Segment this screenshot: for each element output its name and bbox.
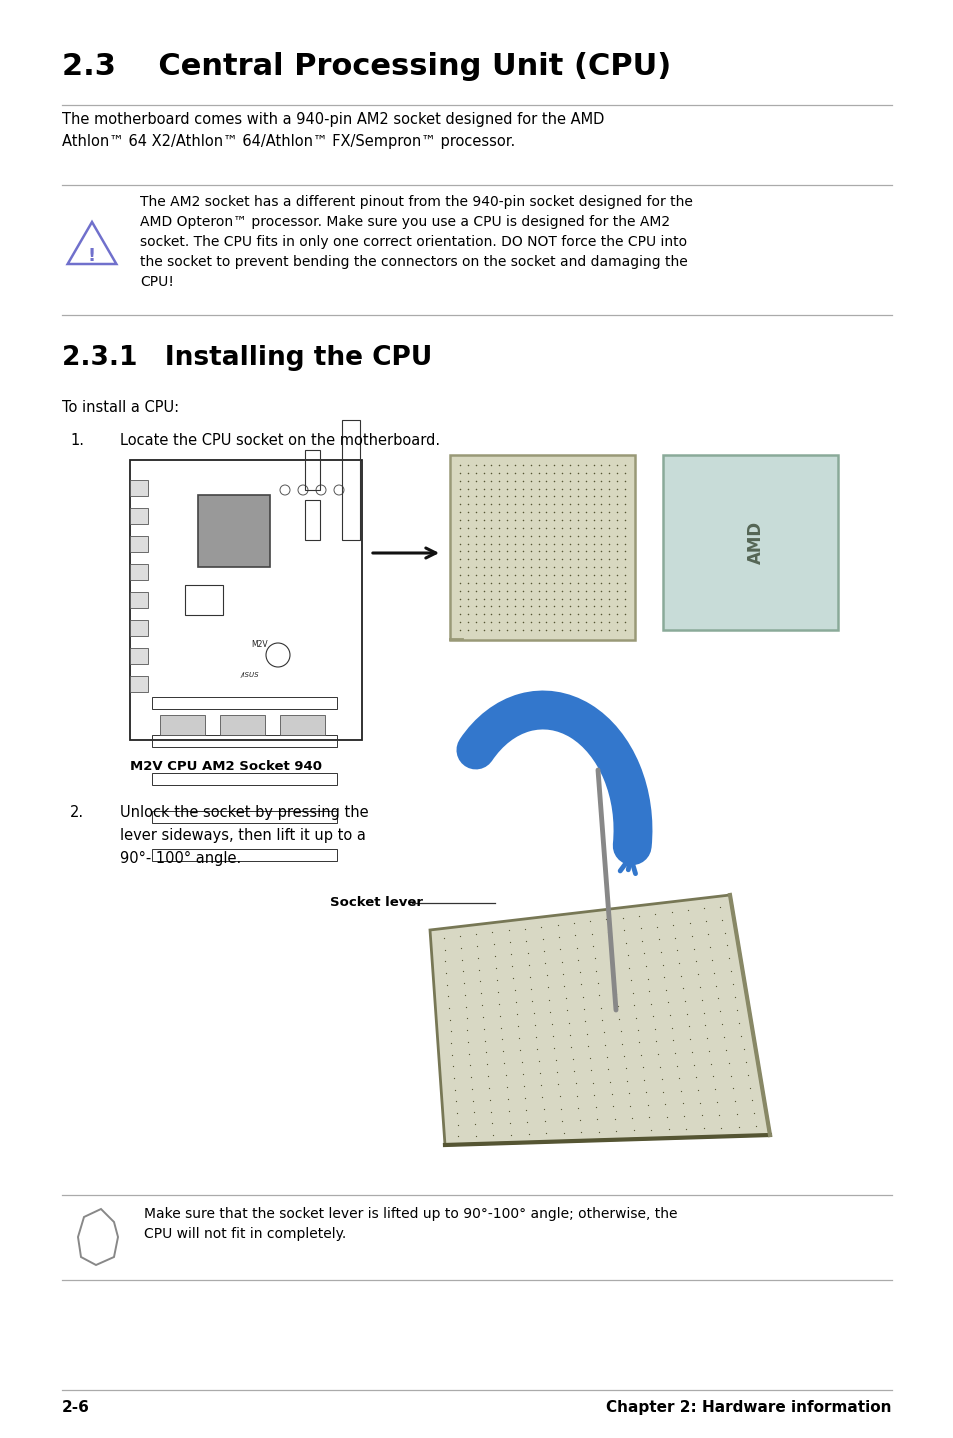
Text: 2-6: 2-6: [62, 1401, 90, 1415]
Bar: [130, 480, 148, 496]
Bar: [130, 508, 148, 523]
Bar: [130, 592, 148, 608]
Bar: [130, 649, 148, 664]
Bar: [305, 500, 319, 541]
Text: Make sure that the socket lever is lifted up to 90°-100° angle; otherwise, the
C: Make sure that the socket lever is lifte…: [144, 1206, 677, 1241]
Bar: [341, 420, 359, 541]
Text: 1.: 1.: [70, 433, 84, 449]
Text: M2V: M2V: [252, 640, 268, 650]
Text: To install a CPU:: To install a CPU:: [62, 400, 179, 416]
Bar: [152, 774, 336, 785]
Text: 2.3.1   Installing the CPU: 2.3.1 Installing the CPU: [62, 345, 432, 371]
Bar: [152, 735, 336, 746]
Text: 2.3    Central Processing Unit (CPU): 2.3 Central Processing Unit (CPU): [62, 52, 671, 81]
Bar: [662, 454, 837, 630]
Bar: [152, 848, 336, 861]
Text: Unlock the socket by pressing the
lever sideways, then lift it up to a
90°- 100°: Unlock the socket by pressing the lever …: [120, 805, 368, 866]
Bar: [185, 585, 223, 615]
Text: AMD: AMD: [745, 521, 763, 564]
Text: /ISUS: /ISUS: [240, 672, 259, 677]
Bar: [130, 564, 148, 580]
Text: M2V CPU AM2 Socket 940: M2V CPU AM2 Socket 940: [130, 761, 322, 774]
Text: Locate the CPU socket on the motherboard.: Locate the CPU socket on the motherboard…: [120, 433, 439, 449]
Bar: [152, 697, 336, 709]
Bar: [130, 620, 148, 636]
Text: !: !: [88, 247, 96, 265]
Bar: [280, 715, 325, 735]
Bar: [130, 536, 148, 552]
Text: The AM2 socket has a different pinout from the 940-pin socket designed for the
A: The AM2 socket has a different pinout fr…: [140, 196, 692, 289]
Polygon shape: [430, 894, 769, 1145]
Bar: [450, 454, 635, 640]
Bar: [130, 460, 361, 741]
Text: Chapter 2: Hardware information: Chapter 2: Hardware information: [606, 1401, 891, 1415]
Text: Socket lever: Socket lever: [330, 896, 422, 909]
Bar: [160, 715, 205, 735]
Bar: [130, 676, 148, 692]
Bar: [220, 715, 265, 735]
Bar: [198, 495, 270, 567]
Bar: [305, 450, 319, 490]
Text: 2.: 2.: [70, 805, 84, 820]
Text: The motherboard comes with a 940-pin AM2 socket designed for the AMD
Athlon™ 64 : The motherboard comes with a 940-pin AM2…: [62, 112, 604, 148]
Bar: [152, 811, 336, 823]
